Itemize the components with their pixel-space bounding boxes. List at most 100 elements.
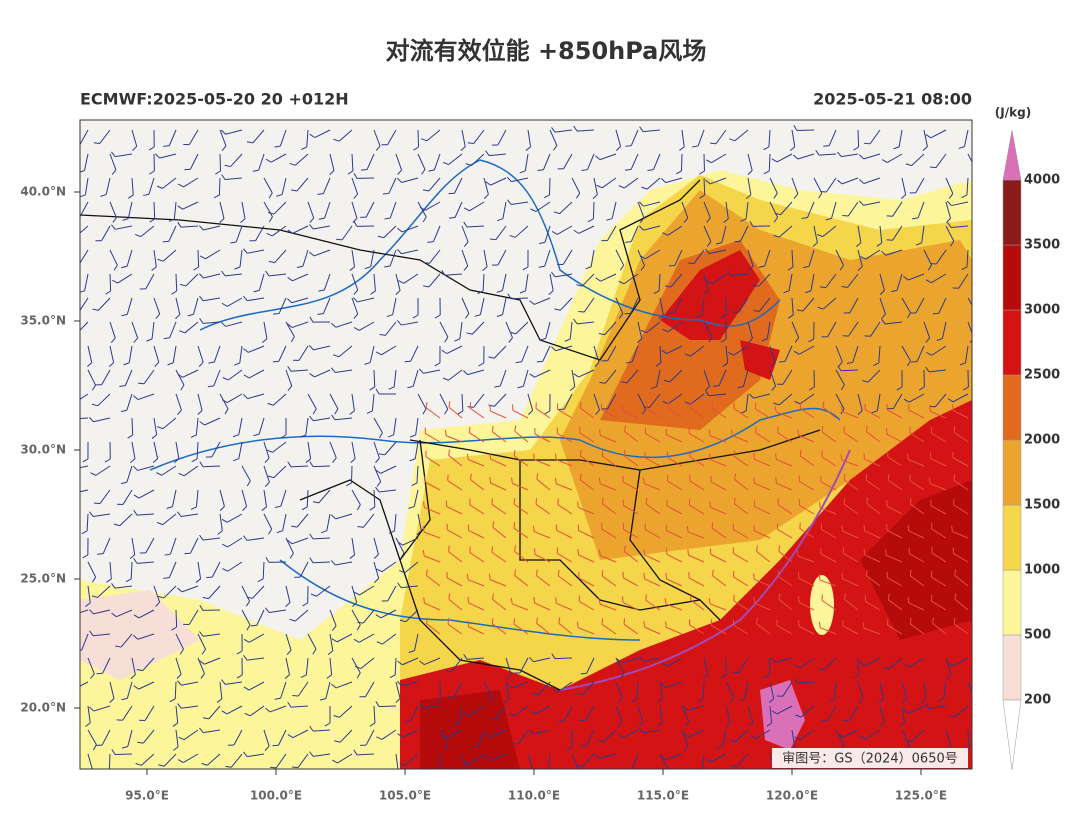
barb — [735, 729, 749, 743]
barb-flag — [775, 453, 777, 460]
barb-flag — [375, 701, 380, 707]
lat-tick-label: 35.0°N — [20, 314, 66, 328]
barb-flag — [332, 457, 337, 463]
barb — [764, 249, 771, 267]
barb — [116, 609, 133, 618]
barb — [623, 505, 639, 515]
barb — [511, 177, 529, 183]
barb-flag — [469, 402, 472, 409]
barb-flag — [625, 145, 632, 147]
barb-flag — [201, 648, 206, 655]
barb — [351, 393, 355, 411]
barb-flag — [737, 385, 744, 389]
barb — [512, 482, 529, 491]
barb — [709, 435, 727, 443]
barb-flag — [551, 127, 556, 133]
barb — [306, 489, 309, 508]
barb — [168, 225, 177, 242]
barb-flag — [396, 248, 402, 255]
barb — [239, 249, 243, 267]
barb-flag — [67, 489, 71, 493]
barb — [712, 575, 727, 587]
barb-flag — [838, 361, 843, 367]
barb — [644, 554, 661, 563]
barb-flag — [639, 126, 644, 132]
barb — [511, 681, 529, 689]
barb-flag — [764, 674, 770, 679]
barb-flag — [684, 353, 691, 357]
barb — [501, 273, 507, 291]
barb-flag — [88, 417, 94, 423]
barb-flag — [354, 591, 360, 596]
barb-flag — [925, 366, 930, 373]
barb-flag — [711, 402, 714, 409]
barb-flag — [601, 449, 604, 457]
barb-flag — [252, 169, 259, 172]
barb — [468, 530, 485, 539]
barb-flag — [551, 231, 558, 235]
barb — [601, 177, 617, 189]
barb-flag — [388, 386, 395, 390]
barb-flag — [665, 428, 668, 435]
barb-flag — [862, 380, 869, 383]
barb-flag — [720, 674, 727, 679]
barb-flag — [68, 686, 73, 689]
barb-flag — [489, 476, 492, 484]
barb — [569, 321, 573, 339]
barb — [510, 297, 529, 300]
barb-flag — [803, 265, 810, 269]
barb — [102, 537, 111, 554]
barb — [263, 177, 273, 194]
barb — [725, 705, 731, 723]
barb — [87, 369, 97, 386]
barb — [736, 753, 749, 768]
barb — [181, 705, 199, 709]
barb — [329, 393, 339, 410]
barb-flag — [551, 653, 556, 659]
barb — [448, 153, 463, 165]
barb-flag — [865, 474, 868, 481]
barb — [446, 435, 463, 443]
barb — [356, 753, 375, 756]
barb — [513, 705, 529, 717]
barb — [690, 345, 705, 357]
barb-flag — [243, 374, 250, 379]
barb — [929, 369, 947, 373]
barb-flag — [120, 481, 127, 484]
barb — [307, 201, 315, 219]
barb — [665, 753, 683, 761]
barb — [469, 432, 485, 443]
barb — [527, 393, 534, 411]
barb — [292, 729, 309, 739]
barb-flag — [618, 185, 625, 189]
barb-flag — [146, 338, 153, 342]
barb-flag — [871, 410, 878, 414]
barb — [490, 729, 507, 738]
barb — [797, 153, 815, 160]
barb-flag — [507, 199, 512, 205]
colorbar-label: 3500 — [1024, 238, 1060, 253]
barb — [256, 609, 265, 626]
barb — [495, 225, 507, 240]
barb — [577, 321, 595, 325]
barb-flag — [85, 602, 91, 607]
barb-flag — [199, 255, 206, 260]
barb-flag — [221, 399, 228, 404]
barb — [490, 410, 507, 419]
barb — [373, 561, 380, 579]
barb — [365, 201, 375, 218]
barb-flag — [575, 770, 579, 775]
barb-flag — [352, 297, 358, 303]
barb — [162, 177, 177, 189]
barb-flag — [623, 449, 626, 457]
barb-flag — [626, 770, 632, 771]
barb — [930, 410, 947, 419]
barb-flag — [168, 218, 175, 222]
barb — [202, 465, 221, 468]
barb — [292, 273, 309, 282]
barb-flag — [93, 502, 100, 505]
barb — [120, 633, 133, 648]
barb-flag — [138, 382, 145, 385]
barb-flag — [156, 472, 162, 476]
barb-flag — [946, 673, 952, 679]
